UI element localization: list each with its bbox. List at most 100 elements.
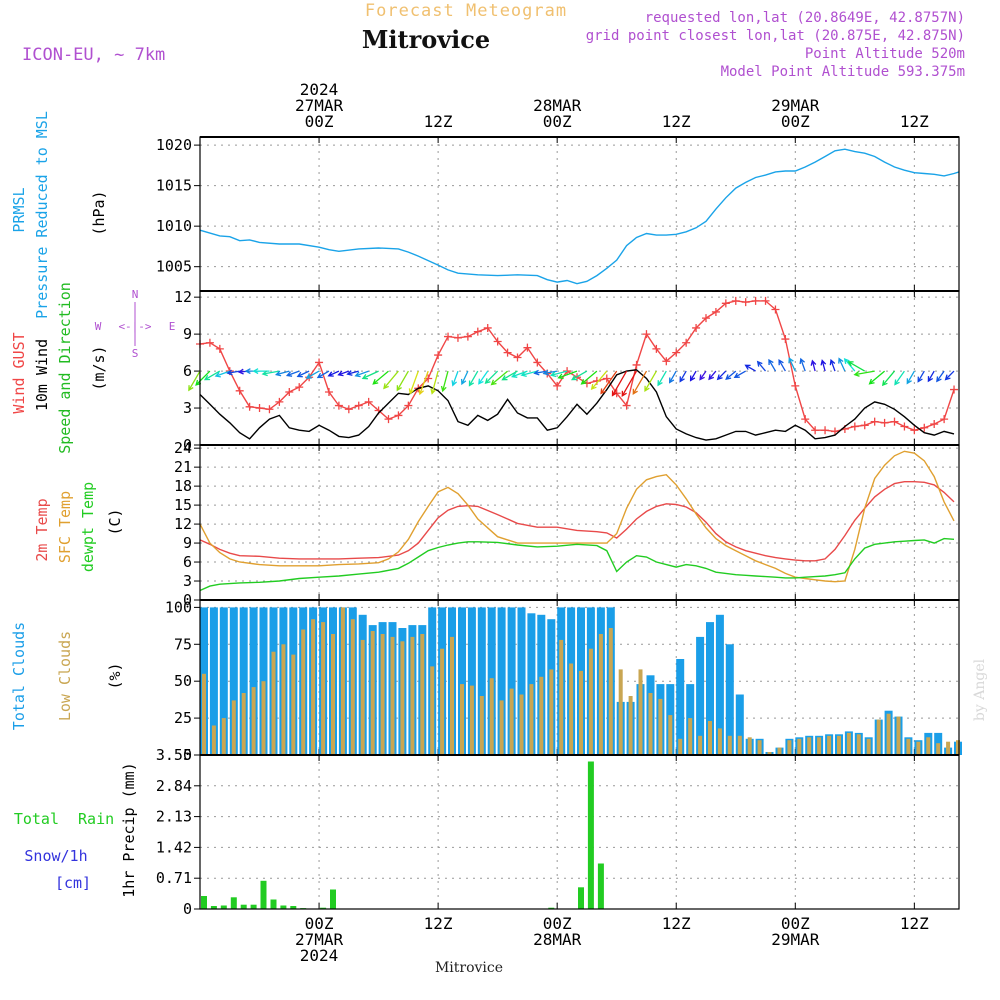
wind-arrow [644, 370, 657, 392]
bar-low [291, 654, 296, 755]
bar-total [239, 607, 248, 755]
gust-marker [463, 332, 472, 341]
gust-marker [404, 401, 413, 410]
bar-rain [270, 899, 277, 909]
gust-marker [880, 418, 889, 427]
bar-low [499, 700, 504, 755]
y-tick-label: 6 [183, 362, 192, 380]
gust-marker [324, 388, 333, 397]
bar-low [648, 693, 653, 755]
bar-low [350, 619, 355, 755]
gust-marker [860, 421, 869, 430]
wind-arrow [557, 370, 578, 380]
wind-arrow [484, 370, 499, 385]
time-label: 00Z [781, 112, 810, 131]
y-tick-label: 1.42 [156, 838, 192, 856]
wind-arrow [744, 364, 756, 372]
wind-arrow [214, 370, 231, 378]
gust-marker [334, 401, 343, 410]
cloud-low-label: Low Clouds [56, 631, 74, 721]
bar-low [598, 634, 603, 755]
snow-label: Snow/1h [24, 847, 87, 865]
bar-low [658, 698, 663, 755]
time-label: 2024 [300, 946, 339, 965]
bar-low [202, 673, 206, 755]
gust-marker [265, 405, 274, 414]
gust-marker [791, 381, 800, 390]
bar-low [301, 629, 306, 755]
gust-marker [285, 388, 294, 397]
panel-precip: 0 0.71 1.42 2.13 2.84 3.55 [156, 746, 960, 918]
gust-marker [702, 314, 710, 323]
wind-arrow [906, 370, 915, 385]
bar-rain [230, 897, 237, 909]
bar-low [797, 738, 802, 755]
gust-marker [751, 296, 760, 305]
gust-marker [622, 401, 631, 410]
bar-rain [250, 904, 257, 909]
wind-arrow [716, 370, 727, 381]
bar-rain [260, 880, 267, 909]
y-tick-label: 25 [174, 709, 192, 727]
y-tick-label: 100 [165, 598, 192, 616]
gust-marker [344, 405, 353, 414]
wind-arrow [708, 370, 717, 381]
bar-rain [210, 906, 217, 909]
gust-marker [245, 402, 254, 411]
time-label: 29MAR [771, 930, 820, 949]
wind-arrow [195, 370, 211, 386]
bar-low [271, 651, 276, 755]
wind-arrow [372, 370, 389, 385]
wind-arrow [542, 369, 558, 376]
gust-marker [890, 417, 899, 426]
bar-low [698, 735, 703, 755]
panel-frame [199, 136, 960, 292]
gust-marker [801, 415, 810, 424]
wind-arrow [590, 370, 608, 391]
bar-low [460, 684, 464, 755]
bar-total [696, 636, 705, 755]
time-label: 12Z [900, 112, 929, 131]
bar-low [549, 669, 554, 755]
gust-marker [453, 333, 462, 342]
temp-2m-label: 2m Temp [33, 498, 51, 561]
panel-frame [199, 754, 960, 910]
compass-rose: N W <-|-> E S [95, 288, 176, 360]
time-label: 12Z [662, 112, 691, 131]
compass-south: S [132, 347, 139, 360]
wind-arrow [533, 369, 548, 376]
bar-total [735, 694, 744, 755]
bar-low [817, 737, 822, 755]
wind-unit: (m/s) [90, 345, 108, 390]
bar-low [559, 639, 564, 755]
bar-low [727, 735, 732, 755]
y-tick-label: 2.13 [156, 808, 192, 826]
bar-low [231, 700, 236, 755]
bar-low [846, 732, 851, 755]
panel-clouds: 0 25 50 75 100 [165, 598, 962, 764]
bar-low [668, 715, 673, 755]
wind-arrow [611, 370, 628, 397]
time-label: 12Z [424, 112, 453, 131]
wind-arrow [261, 370, 280, 377]
bar-rain [290, 906, 297, 909]
bar-total [477, 607, 486, 755]
panel-frame [199, 444, 960, 601]
wind-arrow [396, 370, 409, 392]
wind-arrow [847, 361, 866, 372]
y-tick-label: 1005 [156, 258, 192, 276]
time-label: 12Z [662, 914, 691, 933]
bar-low [509, 688, 514, 755]
wind-arrow [725, 370, 737, 380]
wind-arrow [843, 357, 856, 372]
gust-marker [721, 299, 730, 308]
y-tick-label: 1020 [156, 136, 192, 154]
gust-marker [503, 348, 512, 357]
gust-marker [523, 343, 532, 352]
bar-total [706, 622, 714, 755]
wind-arrow [316, 370, 330, 379]
gust-marker [672, 348, 681, 357]
time-label: 00Z [305, 112, 334, 131]
